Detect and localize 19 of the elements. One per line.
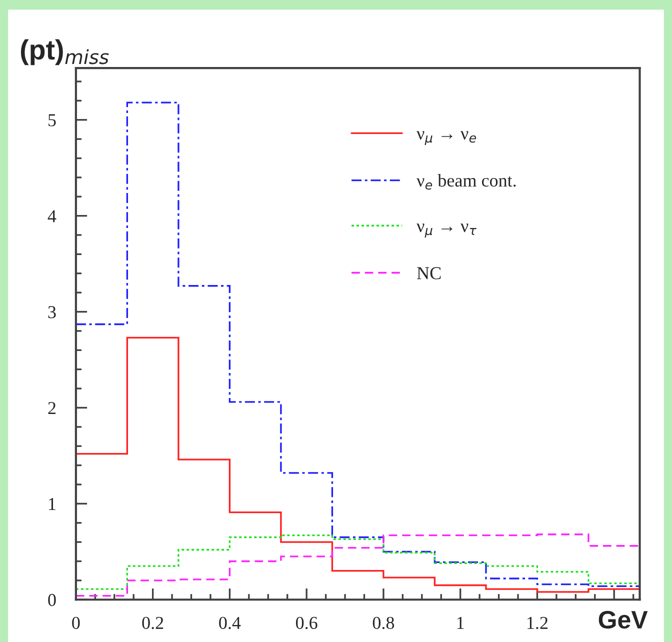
legend-label: NC: [417, 267, 441, 280]
x-tick-label: 0.8: [372, 616, 394, 630]
legend-label: ν$_{e}$ beam cont.: [416, 174, 516, 190]
legend-label: ν$_{μ}$ → ν$_{e}$: [416, 131, 476, 146]
y-tick-label: 4: [48, 210, 56, 222]
y-tick-label: 3: [48, 306, 56, 318]
x-tick-label: 1: [457, 616, 464, 629]
x-tick-label: 0.2: [142, 616, 164, 630]
y-tick-label: 0: [48, 594, 56, 606]
x-axis-title: GeV: [598, 610, 648, 629]
y-tick-label: 1: [49, 498, 56, 510]
legend-label: ν$_{μ}$ → ν$_{τ}$: [416, 224, 476, 238]
y-tick-label: 5: [48, 114, 56, 126]
x-tick-label: 0.6: [296, 616, 318, 630]
x-tick-label: 0.4: [219, 616, 241, 630]
y-tick-label: 2: [48, 402, 56, 414]
x-tick-label: 0: [72, 616, 80, 629]
x-tick-label: 1.2: [528, 616, 548, 630]
y-axis-title: (pt)$_{miss}$: [20, 39, 109, 66]
